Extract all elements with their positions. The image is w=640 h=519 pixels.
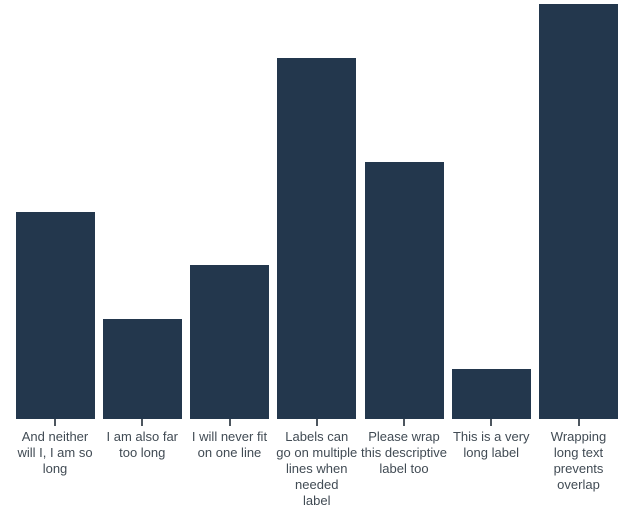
x-axis-label-line: And neither: [21, 429, 89, 444]
x-axis-label: This is a very long label: [453, 429, 530, 461]
x-axis-label-line: prevents: [553, 461, 604, 476]
x-axis-label: I will never fit on one line: [192, 429, 267, 461]
bar: [539, 4, 618, 419]
x-axis-label-line: on one line: [197, 445, 262, 460]
x-axis-label-line: I am also far: [106, 429, 179, 444]
x-axis-tick: [403, 419, 405, 426]
bar: [102, 319, 182, 419]
x-axis-label-line: I will never fit: [191, 429, 268, 444]
x-axis-label-line: Labels can: [285, 429, 349, 444]
x-axis-label: I am also far too long: [106, 429, 178, 461]
x-axis-tick: [54, 419, 56, 426]
x-axis-label: Labels can go on multiple lines when needed…: [276, 429, 357, 509]
x-axis-tick: [490, 419, 493, 426]
x-axis-tick: [228, 419, 231, 426]
x-axis-label-line: will I, I am so: [17, 445, 93, 460]
x-axis-label-line: This is a very: [452, 429, 530, 444]
x-axis-label-line: long: [42, 461, 68, 476]
x-axis-label-line: label too: [379, 461, 429, 476]
x-axis-label-line: overlap: [557, 477, 600, 492]
x-axis-label: And neither will I, I am so long: [17, 429, 92, 477]
x-axis-label-line: long label: [463, 445, 520, 460]
x-axis-label-line: this descriptive: [361, 445, 447, 460]
bar: [451, 369, 531, 419]
x-axis-label: Wrapping long text prevents overlap: [551, 429, 606, 493]
x-axis-label-line: long text: [553, 445, 604, 460]
x-axis-tick: [141, 419, 144, 426]
x-axis-label-line: needed: [295, 477, 339, 492]
x-axis-label-line: lines when: [286, 461, 348, 476]
x-axis-label: Please wrap this descriptive label too: [361, 429, 447, 477]
x-axis-tick: [577, 419, 580, 426]
bar: [277, 57, 357, 419]
x-axis-label-line: too long: [119, 445, 166, 460]
bar: [15, 211, 95, 419]
x-axis-label-line: Please wrap: [368, 429, 440, 444]
bar: [190, 265, 269, 419]
x-axis-label-line: go on multiple: [276, 445, 358, 460]
bar: [364, 161, 444, 419]
x-axis-tick: [315, 419, 318, 426]
x-axis-label-line: Wrapping: [550, 429, 607, 444]
x-axis-label-line: label: [303, 493, 331, 508]
